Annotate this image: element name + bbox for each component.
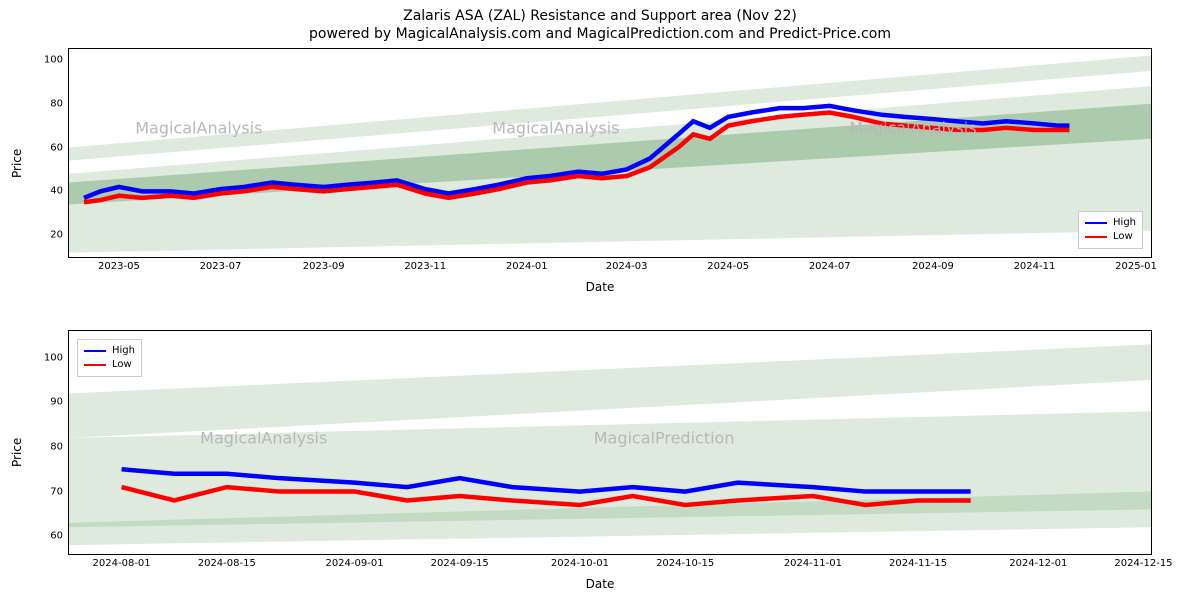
y-axis-label-2: Price — [10, 449, 24, 467]
y-tick-label: 70 — [50, 486, 63, 497]
chart-legend: HighLow — [1078, 211, 1143, 249]
legend-swatch — [84, 350, 106, 352]
y-tick-label: 100 — [44, 352, 63, 363]
y-tick-label: 80 — [50, 441, 63, 452]
chart-title-sub: powered by MagicalAnalysis.com and Magic… — [8, 26, 1192, 42]
x-tick-label: 2024-05 — [707, 261, 749, 272]
chart-title-main: Zalaris ASA (ZAL) Resistance and Support… — [8, 8, 1192, 24]
x-tick-label: 2024-08-01 — [93, 558, 151, 569]
x-axis-label-2: Date — [8, 577, 1192, 591]
x-tick-label: 2024-08-15 — [198, 558, 256, 569]
legend-item: High — [1085, 216, 1136, 230]
x-tick-label: 2025-01 — [1115, 261, 1157, 272]
legend-label: High — [112, 344, 135, 358]
y-tick-label: 40 — [50, 186, 63, 197]
legend-label: Low — [112, 358, 132, 372]
legend-label: Low — [1113, 230, 1133, 244]
y-tick-label: 20 — [50, 230, 63, 241]
legend-item: High — [84, 344, 135, 358]
legend-swatch — [84, 364, 106, 366]
y-tick-label: 60 — [50, 142, 63, 153]
x-tick-label: 2024-10-01 — [551, 558, 609, 569]
legend-swatch — [1085, 222, 1107, 224]
x-tick-label: 2024-12-15 — [1114, 558, 1172, 569]
legend-item: Low — [84, 358, 135, 372]
legend-swatch — [1085, 236, 1107, 238]
y-tick-label: 100 — [44, 54, 63, 65]
price-chart-bottom: 607080901002024-08-012024-08-152024-09-0… — [68, 330, 1152, 555]
x-tick-label: 2024-09-01 — [325, 558, 383, 569]
y-axis-label-1: Price — [10, 160, 24, 178]
x-tick-label: 2024-11 — [1014, 261, 1056, 272]
legend-item: Low — [1085, 230, 1136, 244]
x-tick-label: 2024-12-01 — [1009, 558, 1067, 569]
x-tick-label: 2023-09 — [303, 261, 345, 272]
x-tick-label: 2024-07 — [809, 261, 851, 272]
y-tick-label: 80 — [50, 98, 63, 109]
y-tick-label: 60 — [50, 531, 63, 542]
price-chart-top: 204060801002023-052023-072023-092023-112… — [68, 48, 1152, 258]
x-axis-label-1: Date — [8, 280, 1192, 294]
x-tick-label: 2024-11-01 — [784, 558, 842, 569]
chart-legend: HighLow — [77, 339, 142, 377]
x-tick-label: 2024-03 — [606, 261, 648, 272]
x-tick-label: 2024-11-15 — [889, 558, 947, 569]
x-tick-label: 2024-09-15 — [431, 558, 489, 569]
x-tick-label: 2023-05 — [98, 261, 140, 272]
y-tick-label: 90 — [50, 397, 63, 408]
x-tick-label: 2023-07 — [200, 261, 242, 272]
x-tick-label: 2024-09 — [912, 261, 954, 272]
legend-label: High — [1113, 216, 1136, 230]
x-tick-label: 2023-11 — [404, 261, 446, 272]
x-tick-label: 2024-01 — [506, 261, 548, 272]
x-tick-label: 2024-10-15 — [656, 558, 714, 569]
